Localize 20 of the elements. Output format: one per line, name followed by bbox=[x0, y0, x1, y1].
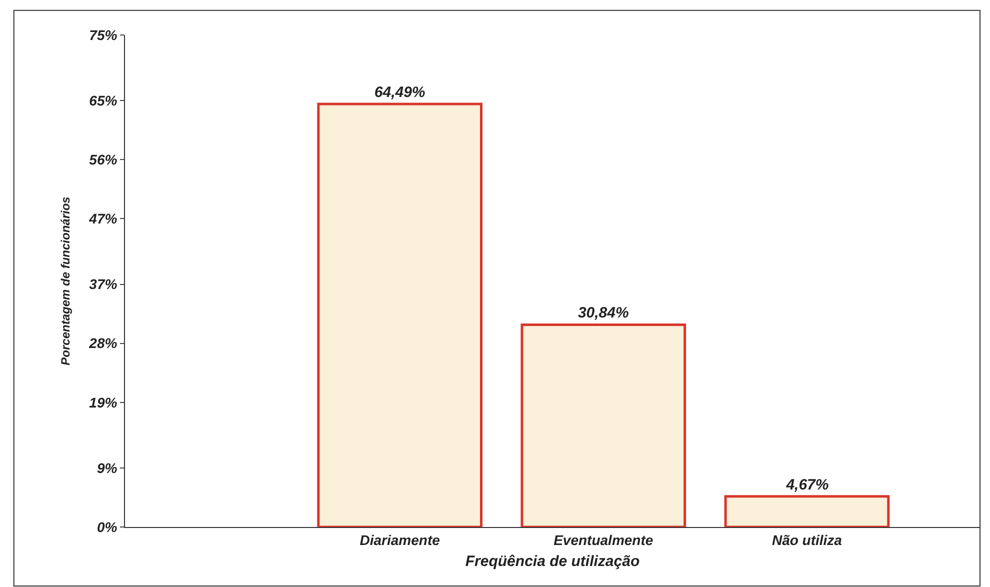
y-axis-title: Porcentagem de funcionários bbox=[58, 196, 72, 366]
data-label: 4,67% bbox=[785, 476, 829, 494]
y-tick-label: 75% bbox=[89, 26, 118, 43]
y-tick-label: 37% bbox=[89, 276, 118, 292]
bar bbox=[724, 495, 890, 527]
x-tick-label: Eventualmente bbox=[554, 532, 654, 548]
y-tick-label: 19% bbox=[89, 394, 118, 410]
y-tick-label: 65% bbox=[89, 92, 118, 108]
y-tick-label: 9% bbox=[96, 460, 118, 476]
y-tick-label: 56% bbox=[89, 152, 118, 168]
x-tick-label: Diariamente bbox=[360, 532, 440, 548]
y-tick-label: 47% bbox=[88, 210, 118, 227]
data-label: 64,49% bbox=[374, 84, 426, 101]
data-label: 30,84% bbox=[578, 304, 629, 322]
y-tick-label: 28% bbox=[88, 335, 118, 352]
bar bbox=[317, 102, 482, 527]
y-tick-label: 0% bbox=[96, 518, 118, 535]
bar bbox=[520, 323, 686, 527]
x-axis-title: Freqüência de utilização bbox=[465, 552, 640, 570]
x-tick-label: Não utiliza bbox=[772, 532, 842, 548]
